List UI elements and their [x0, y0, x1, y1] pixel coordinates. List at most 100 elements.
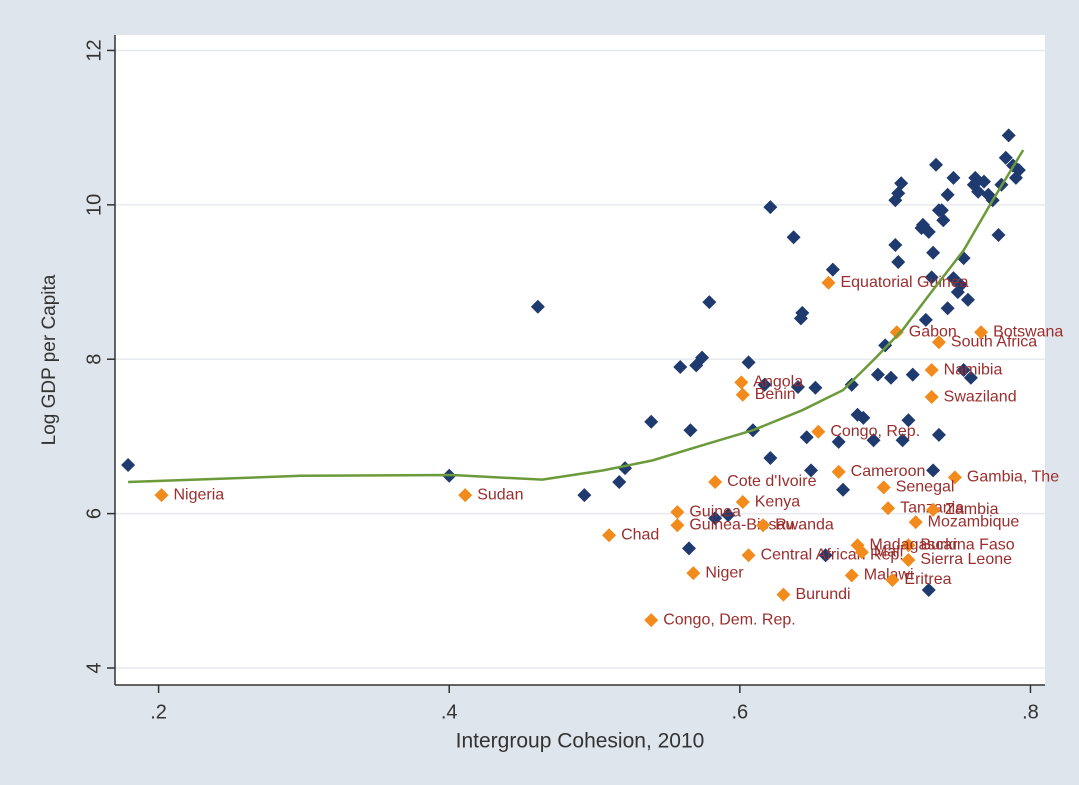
y-tick-label: 12 — [83, 39, 105, 61]
point — [530, 299, 545, 314]
point — [831, 464, 846, 479]
y-tick-label: 8 — [83, 354, 105, 365]
point — [953, 278, 968, 293]
point-label: Mali — [874, 543, 903, 560]
point-label: Sudan — [477, 486, 523, 503]
point-label: Benin — [755, 386, 796, 403]
point — [708, 474, 723, 489]
point — [931, 335, 946, 350]
x-tick-label: .4 — [441, 701, 458, 723]
point — [681, 541, 696, 556]
point — [776, 587, 791, 602]
point — [866, 433, 881, 448]
point — [891, 254, 906, 269]
point — [763, 200, 778, 215]
point — [936, 213, 951, 228]
point-label: Burkina Faso — [920, 536, 1014, 553]
point — [894, 176, 909, 191]
point — [963, 370, 978, 385]
point — [901, 552, 916, 567]
point — [763, 451, 778, 466]
point — [795, 305, 810, 320]
point — [905, 367, 920, 382]
point — [991, 227, 1006, 242]
point-label: Malawi — [864, 567, 914, 584]
point-label: Gabon — [909, 323, 957, 340]
y-tick-label: 6 — [83, 508, 105, 519]
point — [998, 150, 1013, 165]
point — [926, 502, 941, 517]
point — [831, 434, 846, 449]
point — [686, 566, 701, 581]
point-label: Chad — [621, 526, 659, 543]
point — [670, 505, 685, 520]
point-label: Swaziland — [944, 388, 1017, 405]
point-label: Kenya — [755, 493, 800, 510]
x-tick-label: .2 — [150, 701, 167, 723]
point — [976, 174, 991, 189]
point-label: Congo, Rep. — [830, 423, 920, 440]
point-label: Niger — [705, 564, 744, 581]
point-label: Central African Rep. — [761, 547, 904, 564]
point-label: Equatorial Guinea — [840, 274, 968, 291]
point — [825, 262, 840, 277]
point — [971, 184, 986, 199]
fit-line — [128, 149, 1025, 484]
point — [670, 518, 685, 533]
point — [836, 482, 851, 497]
y-axis-label: Log GDP per Capita — [39, 274, 60, 445]
point — [921, 583, 936, 598]
point — [924, 363, 939, 378]
point — [974, 325, 989, 340]
point-label: Mozambique — [928, 513, 1020, 530]
point — [934, 203, 949, 218]
point-label: Senegal — [896, 479, 955, 496]
point — [947, 470, 962, 485]
point — [931, 427, 946, 442]
point — [683, 423, 698, 438]
point — [735, 387, 750, 402]
point — [870, 367, 885, 382]
point — [790, 380, 805, 395]
point-label: Cote d'Ivoire — [727, 473, 816, 490]
point-label: Burundi — [795, 586, 850, 603]
point — [1008, 170, 1023, 185]
point — [577, 488, 592, 503]
point — [612, 474, 627, 489]
point — [908, 515, 923, 530]
point — [883, 370, 898, 385]
point-label: Guinea-Bissau — [689, 516, 794, 533]
point — [818, 548, 833, 563]
point — [1001, 128, 1016, 143]
y-tick-label: 4 — [83, 662, 105, 673]
point — [844, 377, 859, 392]
point — [644, 613, 659, 628]
point-label: Angola — [753, 374, 803, 391]
point — [757, 377, 772, 392]
point — [960, 292, 975, 307]
point — [940, 187, 955, 202]
point-label: Congo, Dem. Rep. — [663, 611, 796, 628]
point-label: Gambia, The — [967, 469, 1059, 486]
point — [673, 359, 688, 374]
point — [895, 433, 910, 448]
point-label: Botswana — [993, 323, 1063, 340]
point — [844, 568, 859, 583]
point — [924, 390, 939, 405]
point — [856, 410, 871, 425]
point-label: Namibia — [944, 361, 1003, 378]
point-label: Cameroon — [851, 463, 926, 480]
x-axis-label: Intergroup Cohesion, 2010 — [456, 730, 705, 753]
point — [885, 573, 900, 588]
point-label: Nigeria — [174, 486, 225, 503]
point — [695, 350, 710, 365]
point — [821, 275, 836, 290]
point — [741, 548, 756, 563]
point — [644, 414, 659, 429]
point-label: Sierra Leone — [920, 551, 1012, 568]
point — [924, 270, 939, 285]
point — [940, 301, 955, 316]
point-label: Guinea — [689, 503, 741, 520]
